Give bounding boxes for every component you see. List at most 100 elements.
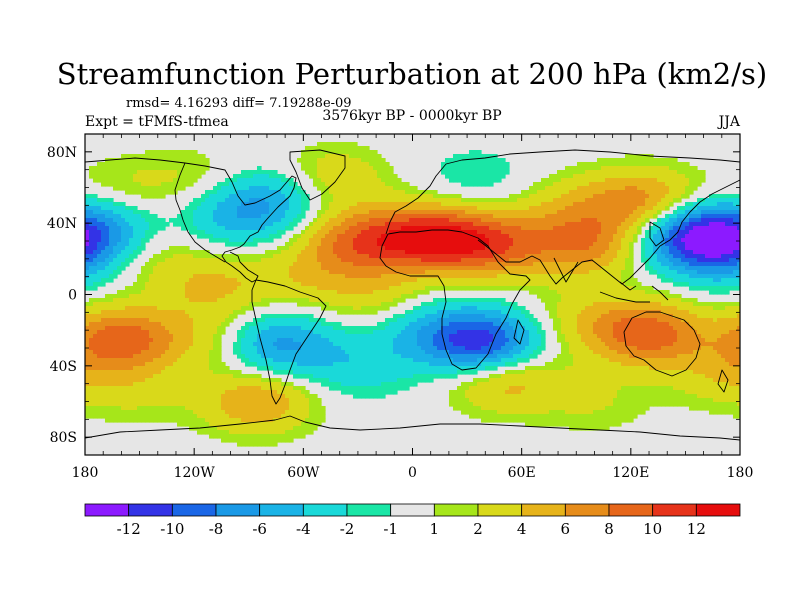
field-cell	[677, 238, 682, 243]
field-cell	[121, 242, 126, 247]
field-cell	[537, 222, 542, 227]
field-cell	[401, 226, 406, 231]
field-cell	[337, 142, 342, 147]
field-cell	[297, 282, 302, 287]
field-cell	[625, 158, 630, 163]
field-cell	[573, 294, 578, 299]
field-cell	[309, 286, 314, 291]
field-cell	[205, 270, 210, 275]
field-cell	[333, 146, 338, 151]
field-cell	[477, 242, 482, 247]
field-cell	[505, 278, 510, 283]
field-cell	[697, 258, 702, 263]
field-cell	[617, 202, 622, 207]
field-cell	[533, 190, 538, 195]
field-cell	[405, 294, 410, 299]
field-cell	[309, 270, 314, 275]
field-cell	[461, 210, 466, 215]
field-cell	[249, 222, 254, 227]
field-cell	[237, 206, 242, 211]
field-cell	[97, 246, 102, 251]
field-cell	[489, 210, 494, 215]
field-cell	[161, 290, 166, 295]
field-cell	[153, 166, 158, 171]
field-cell	[413, 270, 418, 275]
field-cell	[169, 254, 174, 259]
field-cell	[305, 246, 310, 251]
field-cell	[321, 254, 326, 259]
field-cell	[641, 186, 646, 191]
field-cell	[161, 286, 166, 291]
field-cell	[485, 226, 490, 231]
field-cell	[97, 274, 102, 279]
field-cell	[277, 294, 282, 299]
field-cell	[445, 230, 450, 235]
field-cell	[497, 178, 502, 183]
field-cell	[449, 170, 454, 175]
field-cell	[381, 202, 386, 207]
field-cell	[149, 298, 154, 303]
field-cell	[397, 206, 402, 211]
field-cell	[285, 194, 290, 199]
field-cell	[593, 186, 598, 191]
field-cell	[201, 162, 206, 167]
field-cell	[533, 266, 538, 271]
field-cell	[117, 246, 122, 251]
field-cell	[113, 214, 118, 219]
field-cell	[265, 262, 270, 267]
field-cell	[197, 170, 202, 175]
field-cell	[677, 234, 682, 239]
field-cell	[445, 250, 450, 255]
field-cell	[365, 286, 370, 291]
field-cell	[341, 270, 346, 275]
field-cell	[221, 298, 226, 303]
field-cell	[605, 174, 610, 179]
field-cell	[125, 234, 130, 239]
field-cell	[345, 282, 350, 287]
field-cell	[617, 230, 622, 235]
field-cell	[697, 174, 702, 179]
field-cell	[121, 250, 126, 255]
field-cell	[357, 278, 362, 283]
field-cell	[281, 210, 286, 215]
field-cell	[613, 202, 618, 207]
field-cell	[497, 158, 502, 163]
field-cell	[437, 202, 442, 207]
field-cell	[337, 214, 342, 219]
field-cell	[189, 266, 194, 271]
field-cell	[161, 266, 166, 271]
field-cell	[369, 178, 374, 183]
field-cell	[201, 262, 206, 267]
field-cell	[441, 162, 446, 167]
field-cell	[313, 222, 318, 227]
field-cell	[453, 162, 458, 167]
field-cell	[177, 150, 182, 155]
field-cell	[425, 210, 430, 215]
field-cell	[469, 202, 474, 207]
field-cell	[649, 214, 654, 219]
field-cell	[557, 258, 562, 263]
field-cell	[681, 206, 686, 211]
field-cell	[285, 282, 290, 287]
field-cell	[613, 246, 618, 251]
field-cell	[349, 162, 354, 167]
field-cell	[577, 162, 582, 167]
field-cell	[725, 194, 730, 199]
field-cell	[89, 234, 94, 239]
field-cell	[377, 218, 382, 223]
field-cell	[729, 222, 734, 227]
field-cell	[517, 258, 522, 263]
field-cell	[521, 286, 526, 291]
field-cell	[725, 282, 730, 287]
field-cell	[353, 250, 358, 255]
field-cell	[465, 174, 470, 179]
field-cell	[329, 242, 334, 247]
field-cell	[185, 258, 190, 263]
field-cell	[557, 206, 562, 211]
field-cell	[525, 206, 530, 211]
field-cell	[469, 298, 474, 303]
field-cell	[653, 174, 658, 179]
field-cell	[229, 230, 234, 235]
field-cell	[169, 286, 174, 291]
field-cell	[737, 258, 740, 263]
